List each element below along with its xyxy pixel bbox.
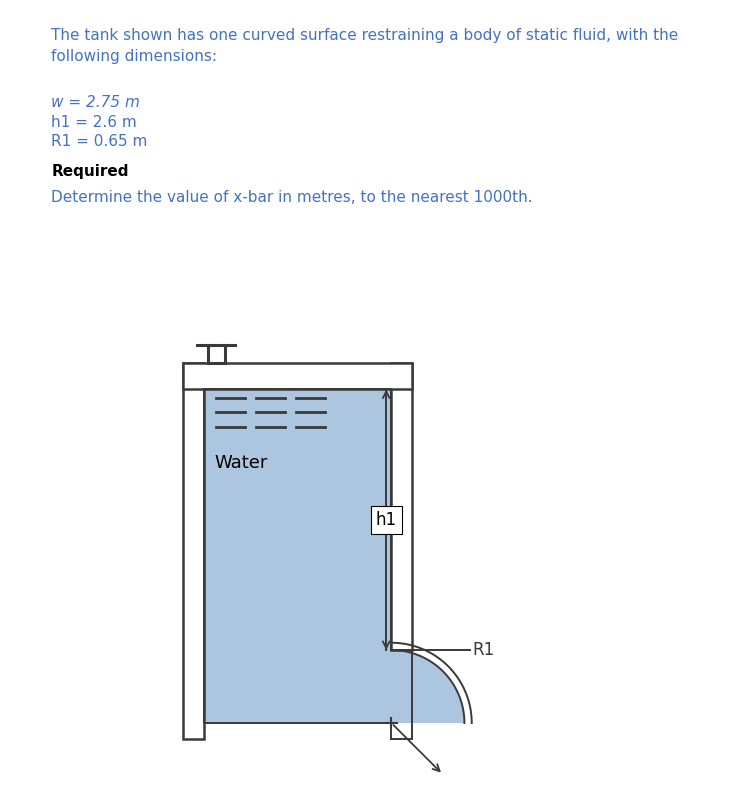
Text: Determine the value of x-bar in metres, to the nearest 1000th.: Determine the value of x-bar in metres, … (51, 190, 533, 205)
Bar (183, 363, 204, 739)
Text: R1 = 0.65 m: R1 = 0.65 m (51, 134, 147, 149)
Text: Water: Water (214, 454, 268, 471)
Text: h1 = 2.6 m: h1 = 2.6 m (51, 115, 137, 130)
Text: h1: h1 (375, 511, 397, 528)
Text: The tank shown has one curved surface restraining a body of static fluid, with t: The tank shown has one curved surface re… (51, 28, 679, 64)
Bar (183, 363, 412, 389)
Text: w = 2.75 m: w = 2.75 m (51, 95, 140, 110)
Text: R1: R1 (473, 641, 495, 659)
Text: Required: Required (51, 164, 129, 179)
Bar (391, 363, 412, 650)
Polygon shape (204, 389, 465, 723)
